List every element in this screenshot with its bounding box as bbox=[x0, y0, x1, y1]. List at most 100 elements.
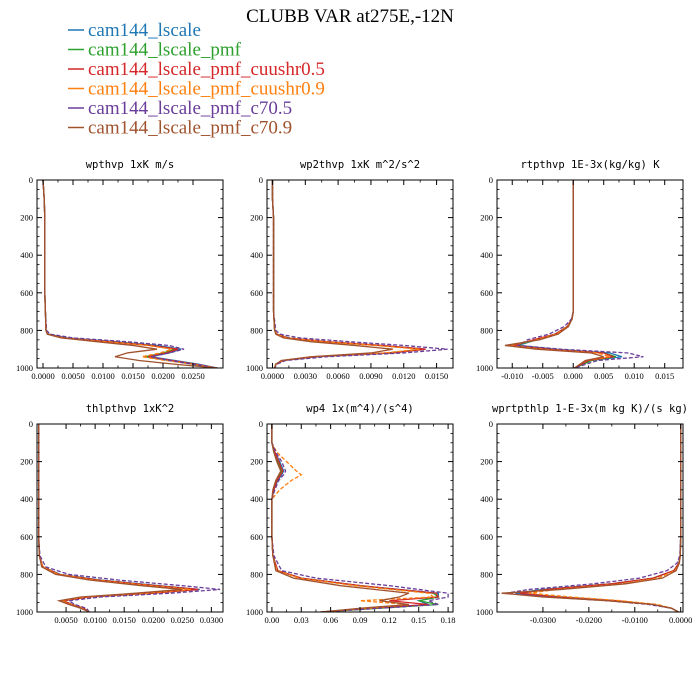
y-tick-label: 400 bbox=[250, 250, 263, 260]
y-tick-label: 200 bbox=[250, 213, 263, 223]
x-tick-label: 0.0150 bbox=[113, 615, 136, 625]
series-group bbox=[38, 424, 221, 612]
y-tick-label: 400 bbox=[480, 250, 493, 260]
series-line bbox=[506, 424, 682, 612]
legend-label: cam144_lscale bbox=[88, 20, 201, 41]
x-tick-label: 0.0100 bbox=[91, 371, 114, 381]
y-tick-label: 400 bbox=[20, 494, 33, 504]
legend: cam144_lscalecam144_lscale_pmfcam144_lsc… bbox=[68, 20, 325, 139]
series-line bbox=[42, 180, 218, 368]
series-line bbox=[271, 424, 439, 612]
y-tick-label: 600 bbox=[250, 532, 263, 542]
series-line bbox=[42, 180, 218, 368]
x-tick-label: 0.0060 bbox=[326, 371, 349, 381]
series-line bbox=[519, 424, 682, 612]
series-line bbox=[504, 180, 604, 368]
plot-frame bbox=[496, 179, 684, 369]
panel-3: rtpthvp 1E-3x(kg/kg) K02004006008001000-… bbox=[476, 159, 684, 381]
series-line bbox=[271, 424, 440, 612]
x-tick-label: -0.005 bbox=[532, 371, 554, 381]
plot-frame bbox=[36, 179, 224, 369]
plot-frame bbox=[266, 423, 454, 613]
y-tick-label: 0 bbox=[489, 175, 493, 185]
y-tick-label: 400 bbox=[480, 494, 493, 504]
y-tick-label: 0 bbox=[489, 419, 493, 429]
x-tick-label: 0.0120 bbox=[392, 371, 415, 381]
y-tick-label: 1000 bbox=[16, 363, 33, 373]
series-group bbox=[504, 180, 644, 368]
y-tick-label: 800 bbox=[20, 325, 33, 335]
panel-6: wprtpthlp 1-E-3x(m kg K)/(s kg) 0 200 400 60… bbox=[476, 403, 692, 625]
y-tick-label: 200 bbox=[20, 213, 33, 223]
y-tick-label: 1000 bbox=[476, 607, 493, 617]
y-tick-label: 600 bbox=[480, 532, 493, 542]
x-tick-label: -0.0100 bbox=[622, 615, 648, 625]
y-tick-label: 800 bbox=[250, 325, 263, 335]
x-tick-label: 0.0090 bbox=[359, 371, 382, 381]
series-line bbox=[42, 180, 218, 368]
series-line bbox=[509, 180, 611, 368]
legend-label: cam144_lscale_pmf_c70.5 bbox=[88, 98, 292, 119]
series-line bbox=[271, 424, 449, 612]
y-tick-label: 1000 bbox=[16, 607, 33, 617]
x-tick-label: -0.0300 bbox=[530, 615, 556, 625]
y-tick-label: 200 bbox=[20, 457, 33, 467]
x-tick-label: 0.0200 bbox=[151, 371, 174, 381]
panel-title: wp2thvp 1xK m^2/s^2 bbox=[300, 159, 420, 171]
y-tick-label: 0 bbox=[29, 419, 33, 429]
figure-title: CLUBB VAR at275E,-12N bbox=[246, 6, 454, 27]
panel-title: thlpthvp 1xK^2 bbox=[86, 403, 175, 415]
y-tick-label: 0 bbox=[259, 175, 263, 185]
x-tick-label: -0.010 bbox=[501, 371, 523, 381]
y-tick-label: 800 bbox=[480, 569, 493, 579]
series-group bbox=[501, 424, 682, 612]
x-tick-label: 0.06 bbox=[323, 615, 338, 625]
y-tick-label: 400 bbox=[20, 250, 33, 260]
x-tick-label: -0.0200 bbox=[576, 615, 602, 625]
x-tick-label: 0.005 bbox=[594, 371, 613, 381]
x-tick-label: 0.03 bbox=[294, 615, 309, 625]
series-group bbox=[271, 180, 448, 368]
x-tick-label: 0.010 bbox=[625, 371, 644, 381]
legend-label: cam144_lscale_pmf_cuushr0.5 bbox=[88, 59, 325, 80]
y-tick-label: 600 bbox=[250, 288, 263, 298]
x-tick-label: 0.0050 bbox=[54, 615, 77, 625]
panel-title: wprtpthlp 1-E-3x(m kg K)/(s kg) bbox=[492, 403, 688, 415]
x-tick-label: 0.0100 bbox=[83, 615, 106, 625]
x-tick-label: 0.0000 bbox=[31, 371, 54, 381]
x-tick-label: 0.0250 bbox=[181, 371, 204, 381]
series-line bbox=[271, 424, 436, 612]
x-tick-label: 0.0300 bbox=[200, 615, 223, 625]
series-line bbox=[42, 180, 218, 368]
series-line bbox=[519, 424, 682, 612]
legend-label: cam144_lscale_pmf_cuushr0.9 bbox=[88, 79, 325, 100]
x-tick-label: 0.015 bbox=[655, 371, 674, 381]
y-tick-label: 600 bbox=[20, 532, 33, 542]
series-line bbox=[271, 180, 393, 368]
y-tick-label: 400 bbox=[250, 494, 263, 504]
panel-title: wp4 1x(m^4)/(s^4) bbox=[306, 403, 413, 415]
y-tick-label: 600 bbox=[480, 288, 493, 298]
x-tick-label: 0.0150 bbox=[425, 371, 448, 381]
y-tick-label: 800 bbox=[20, 569, 33, 579]
x-tick-label: 0.09 bbox=[353, 615, 368, 625]
panel-4: thlpthvp 1xK^2 0 200 400 600 800 1000 0.0050 0.0… bbox=[16, 403, 224, 625]
y-tick-label: 0 bbox=[259, 419, 263, 429]
y-tick-label: 200 bbox=[480, 457, 493, 467]
x-tick-label: 0.0000 bbox=[261, 371, 284, 381]
y-tick-label: 200 bbox=[480, 213, 493, 223]
series-line bbox=[271, 424, 440, 612]
y-tick-label: 800 bbox=[480, 325, 493, 335]
x-tick-label: 0.0000 bbox=[669, 615, 692, 625]
series-line bbox=[38, 424, 197, 612]
series-group bbox=[271, 424, 449, 612]
x-tick-label: 0.15 bbox=[411, 615, 426, 625]
x-tick-label: 0.18 bbox=[441, 615, 456, 625]
y-tick-label: 0 bbox=[29, 175, 33, 185]
y-tick-label: 800 bbox=[250, 569, 263, 579]
series-line bbox=[38, 424, 192, 612]
